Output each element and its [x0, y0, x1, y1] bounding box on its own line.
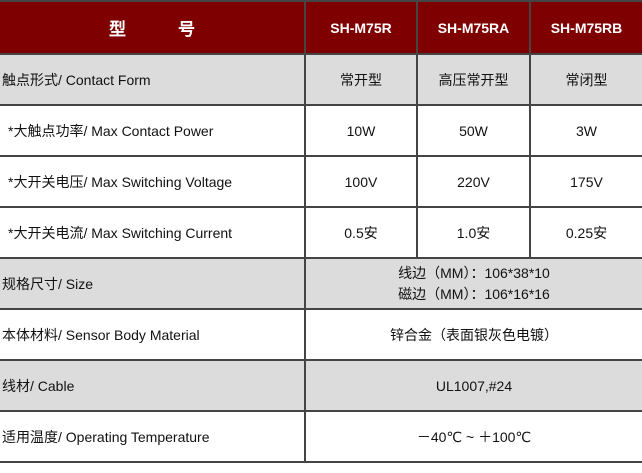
table-row-temperature: 适用温度/ Operating Temperature －40℃ ~ ＋100℃ — [0, 410, 642, 463]
cell: 100V — [304, 155, 418, 208]
cell: UL1007,#24 — [304, 359, 642, 412]
cell: 220V — [416, 155, 531, 208]
row-label: 触点形式/ Contact Form — [0, 53, 306, 106]
cell: 0.5安 — [304, 206, 418, 259]
cell: 常闭型 — [529, 53, 642, 106]
cell: 10W — [304, 104, 418, 157]
table-row-material: 本体材料/ Sensor Body Material 锌合金（表面银灰色电镀） — [0, 308, 642, 361]
table-row: *大开关电流/ Max Switching Current 0.5安 1.0安 … — [0, 206, 642, 259]
cell: 锌合金（表面银灰色电镀） — [304, 308, 642, 361]
size-line: 线边（MM）：106*38*10 — [398, 264, 550, 281]
title-char: 号 — [178, 20, 195, 39]
cell: 1.0安 — [416, 206, 531, 259]
size-cell: 线边（MM）：106*38*10 磁边（MM）：106*16*16 — [304, 257, 642, 310]
model-sh-m75ra: SH-M75RA — [416, 0, 531, 55]
row-label: 适用温度/ Operating Temperature — [0, 410, 306, 463]
row-label: 规格尺寸/ Size — [0, 257, 306, 310]
table-row-cable: 线材/ Cable UL1007,#24 — [0, 359, 642, 412]
model-sh-m75rb: SH-M75RB — [529, 0, 642, 55]
cell: 高压常开型 — [416, 53, 531, 106]
table-row-size: 规格尺寸/ Size 线边（MM）：106*38*10 磁边（MM）：106*1… — [0, 257, 642, 310]
table-row: 触点形式/ Contact Form 常开型 高压常开型 常闭型 — [0, 53, 642, 106]
cell: 3W — [529, 104, 642, 157]
spec-table: 型号 SH-M75R SH-M75RA SH-M75RB 触点形式/ Conta… — [0, 0, 642, 463]
cell: －40℃ ~ ＋100℃ — [304, 410, 642, 463]
cell: 0.25安 — [529, 206, 642, 259]
header-row: 型号 SH-M75R SH-M75RA SH-M75RB — [0, 0, 642, 55]
row-label: *大开关电压/ Max Switching Voltage — [0, 155, 306, 208]
title-char: 型 — [109, 20, 126, 39]
row-label: *大触点功率/ Max Contact Power — [0, 104, 306, 157]
model-sh-m75r: SH-M75R — [304, 0, 418, 55]
cell: 常开型 — [304, 53, 418, 106]
cell: 50W — [416, 104, 531, 157]
cell: 175V — [529, 155, 642, 208]
row-label: *大开关电流/ Max Switching Current — [0, 206, 306, 259]
row-label: 本体材料/ Sensor Body Material — [0, 308, 306, 361]
table-row: *大触点功率/ Max Contact Power 10W 50W 3W — [0, 104, 642, 157]
table-row: *大开关电压/ Max Switching Voltage 100V 220V … — [0, 155, 642, 208]
size-line: 磁边（MM）：106*16*16 — [398, 285, 550, 302]
row-label: 线材/ Cable — [0, 359, 306, 412]
model-header: 型号 — [0, 0, 306, 55]
